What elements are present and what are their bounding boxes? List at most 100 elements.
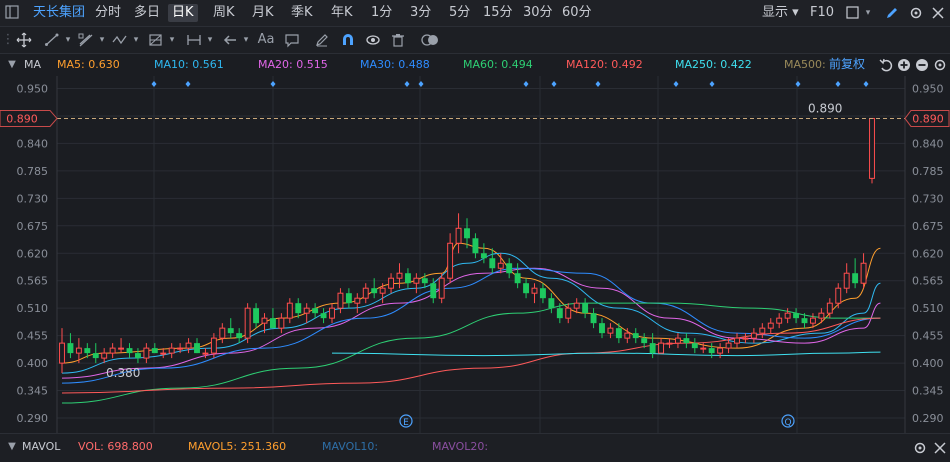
- tab-period-5[interactable]: 季K: [291, 5, 313, 20]
- trash-icon[interactable]: [390, 32, 406, 48]
- candle-body: [438, 277, 445, 299]
- tab-period-2[interactable]: 日K: [168, 4, 198, 22]
- chevron-down-icon[interactable]: ▾: [243, 35, 249, 45]
- tab-period-8[interactable]: 3分: [410, 5, 432, 20]
- event-diamond-5: [523, 81, 529, 87]
- tab-period-1[interactable]: 多日: [134, 5, 161, 20]
- tab-period-11[interactable]: 30分: [523, 5, 553, 20]
- candle-body: [641, 338, 648, 344]
- measure-icon[interactable]: [186, 32, 202, 48]
- candle-body: [590, 313, 597, 324]
- candle-body: [464, 228, 470, 239]
- candle-40: [396, 263, 403, 289]
- ma-label[interactable]: MA: [24, 58, 42, 71]
- close-icon[interactable]: [932, 440, 948, 456]
- comment-icon[interactable]: [284, 32, 300, 48]
- close-icon[interactable]: [930, 5, 946, 21]
- eraser-icon[interactable]: [314, 32, 330, 48]
- left-tick-5: 0.675: [17, 220, 49, 233]
- magnet-icon[interactable]: [340, 32, 356, 48]
- candle-82: [750, 328, 757, 344]
- candle-93: [843, 263, 850, 294]
- candle-28: [295, 298, 302, 319]
- tab-period-6[interactable]: 年K: [331, 5, 353, 20]
- ma-line-ma120: [61, 317, 881, 394]
- candle-body: [818, 312, 825, 319]
- left-tick-7: 0.565: [17, 275, 49, 288]
- undo-icon[interactable]: [878, 57, 894, 73]
- volume-value-2: MAVOL10:: [322, 440, 379, 453]
- tab-period-7[interactable]: 1分: [371, 5, 393, 20]
- candle-body: [269, 318, 276, 329]
- wave-icon[interactable]: [112, 32, 128, 48]
- candle-body: [624, 332, 631, 339]
- candle-54: [514, 263, 521, 289]
- collapse-triangle-icon[interactable]: ▼: [8, 59, 16, 70]
- candle-72: [666, 338, 673, 349]
- trend-line-icon[interactable]: [44, 32, 60, 48]
- candle-63: [590, 308, 597, 329]
- candle-79: [725, 338, 732, 354]
- add-icon[interactable]: [896, 57, 912, 73]
- candle-36: [362, 283, 369, 304]
- eye-icon[interactable]: [365, 32, 381, 48]
- channel-line-icon[interactable]: [78, 32, 94, 48]
- chevron-down-icon[interactable]: ▾: [169, 35, 175, 45]
- candle-38: [379, 283, 386, 304]
- crosshair-move-icon[interactable]: [16, 32, 32, 48]
- candle-49: [472, 233, 479, 259]
- candle-body: [168, 347, 175, 354]
- candle-body: [194, 343, 200, 354]
- candle-body: [227, 328, 234, 334]
- chevron-down-icon[interactable]: ▾: [99, 35, 105, 45]
- settings-icon[interactable]: [908, 5, 924, 21]
- toggle-icon[interactable]: [420, 32, 440, 48]
- pen-icon[interactable]: [884, 5, 900, 21]
- candle-48: [464, 218, 470, 249]
- tab-period-0[interactable]: 分时: [95, 5, 122, 20]
- chevron-down-icon[interactable]: ▾: [133, 35, 139, 45]
- remove-icon[interactable]: [914, 57, 930, 73]
- mavol-label[interactable]: MAVOL: [22, 440, 61, 453]
- candle-87: [793, 308, 800, 324]
- candle-32: [329, 303, 335, 324]
- tab-period-4[interactable]: 月K: [252, 5, 274, 20]
- collapse-triangle-icon[interactable]: ▼: [8, 441, 16, 452]
- chevron-down-icon[interactable]: ▾: [207, 35, 213, 45]
- ma-line-ma250: [331, 351, 881, 357]
- arrow-left-icon[interactable]: [222, 32, 238, 48]
- event-diamond-11: [835, 81, 841, 87]
- tab-period-9[interactable]: 5分: [449, 5, 471, 20]
- settings-icon[interactable]: [932, 57, 948, 73]
- window-layout-icon[interactable]: [4, 4, 20, 20]
- candle-body: [421, 278, 428, 284]
- candle-30: [312, 303, 319, 319]
- high-price-label: 0.890: [808, 101, 842, 115]
- adjust-mode-button[interactable]: 前复权: [829, 57, 866, 71]
- candle-body: [134, 353, 141, 359]
- candle-body: [658, 342, 665, 354]
- f10-button[interactable]: F10: [810, 5, 835, 20]
- candle-81: [742, 333, 749, 344]
- candle-96: [869, 117, 875, 184]
- settings-icon[interactable]: [912, 440, 928, 456]
- chevron-down-icon[interactable]: ▾: [865, 8, 871, 18]
- candle-body: [177, 347, 184, 350]
- fibonacci-icon[interactable]: [148, 32, 164, 48]
- tab-period-3[interactable]: 周K: [213, 5, 235, 20]
- tab-period-10[interactable]: 15分: [483, 5, 513, 20]
- candle-7: [118, 338, 125, 354]
- stock-name[interactable]: 天长集团: [33, 5, 86, 20]
- candle-8: [126, 343, 133, 359]
- chevron-down-icon[interactable]: ▾: [65, 35, 71, 45]
- display-menu[interactable]: 显示 ▾: [762, 5, 799, 20]
- tab-period-12[interactable]: 60分: [562, 5, 592, 20]
- candle-body: [666, 342, 673, 345]
- text-tool-icon[interactable]: Aa: [257, 32, 275, 47]
- candle-26: [278, 313, 285, 334]
- candle-91: [826, 298, 833, 319]
- candle-body: [59, 342, 65, 364]
- checkbox-icon[interactable]: [845, 5, 861, 21]
